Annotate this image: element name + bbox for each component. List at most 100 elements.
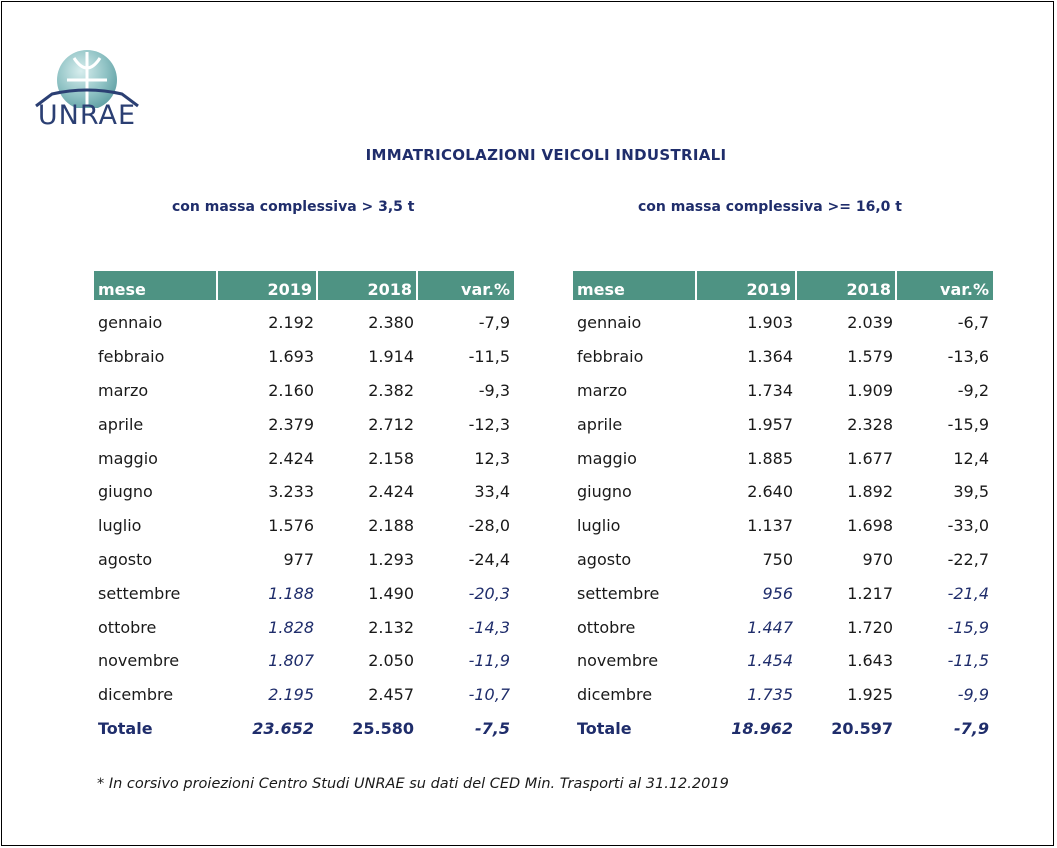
cell-2018: 1.643 [847, 651, 893, 671]
table-row: luglio 1.137 1.698 -33,0 [573, 509, 993, 543]
cell-2018: 1.490 [368, 583, 414, 603]
cell-2019: 1.735 [747, 685, 793, 705]
cell-2019: 2.195 [268, 685, 314, 705]
cell-2018: 2.380 [368, 313, 414, 333]
cell-mese: ottobre [577, 617, 636, 637]
cell-mese: aprile [98, 414, 144, 434]
cell-2019: 2.192 [268, 313, 314, 333]
table-row: febbraio 1.693 1.914 -11,5 [94, 340, 514, 374]
cell-2019: 2.160 [268, 380, 314, 400]
header-2018: 2018 [797, 271, 897, 300]
cell-var: -12,3 [468, 414, 510, 434]
cell-mese: giugno [98, 482, 153, 502]
right-subtitle: con massa complessiva >= 16,0 t [638, 199, 902, 215]
cell-mese: settembre [98, 583, 181, 603]
cell-2018: 970 [862, 549, 893, 569]
cell-2019: 1.576 [268, 516, 314, 536]
cell-mese: marzo [577, 380, 628, 400]
header-mese: mese [94, 271, 218, 300]
cell-var: 33,4 [474, 482, 510, 502]
cell-mese: febbraio [577, 347, 644, 367]
cell-2019: 2.424 [268, 448, 314, 468]
table-row: febbraio 1.364 1.579 -13,6 [573, 340, 993, 374]
cell-2018: 2.328 [847, 414, 893, 434]
cell-mese: agosto [98, 549, 153, 569]
cell-2018: 2.457 [368, 685, 414, 705]
table-row: gennaio 1.903 2.039 -6,7 [573, 300, 993, 340]
total-label: Totale [98, 718, 153, 738]
right-table-body: gennaio 1.903 2.039 -6,7 febbraio 1.364 1.579 -… [573, 300, 993, 745]
cell-2019: 1.903 [747, 313, 793, 333]
cell-2018: 1.217 [847, 583, 893, 603]
cell-2018: 2.158 [368, 448, 414, 468]
cell-2018: 1.925 [847, 685, 893, 705]
cell-mese: aprile [577, 414, 623, 434]
cell-2019: 1.957 [747, 414, 793, 434]
cell-var: -9,2 [957, 380, 989, 400]
cell-2019: 1.364 [747, 347, 793, 367]
cell-mese: ottobre [98, 617, 157, 637]
header-2018: 2018 [318, 271, 418, 300]
cell-var: -11,5 [947, 651, 989, 671]
cell-2019: 1.693 [268, 347, 314, 367]
cell-var: -28,0 [468, 516, 510, 536]
table-row: giugno 2.640 1.892 39,5 [573, 475, 993, 509]
cell-2018: 2.424 [368, 482, 414, 502]
cell-var: -6,7 [957, 313, 989, 333]
table-row: novembre 1.454 1.643 -11,5 [573, 644, 993, 678]
table-row: aprile 1.957 2.328 -15,9 [573, 407, 993, 441]
table-row: marzo 1.734 1.909 -9,2 [573, 374, 993, 408]
table-row: maggio 1.885 1.677 12,4 [573, 441, 993, 475]
table-row: agosto 750 970 -22,7 [573, 543, 993, 577]
cell-2019: 750 [762, 549, 793, 569]
cell-2019: 1.137 [747, 516, 793, 536]
table-row: gennaio 2.192 2.380 -7,9 [94, 300, 514, 340]
total-2019: 18.962 [731, 718, 793, 738]
table-row: marzo 2.160 2.382 -9,3 [94, 374, 514, 408]
cell-2019: 1.807 [268, 651, 314, 671]
cell-2018: 1.293 [368, 549, 414, 569]
cell-2019: 1.885 [747, 448, 793, 468]
unrae-logo: UNRAE [34, 48, 140, 132]
header-2019: 2019 [697, 271, 797, 300]
footnote: * In corsivo proiezioni Centro Studi UNR… [97, 776, 729, 792]
cell-2019: 2.640 [747, 482, 793, 502]
cell-2019: 1.828 [268, 617, 314, 637]
cell-2018: 2.382 [368, 380, 414, 400]
cell-var: -11,9 [468, 651, 510, 671]
table-row: dicembre 1.735 1.925 -9,9 [573, 678, 993, 712]
table-header-row: mese 2019 2018 var.% [573, 271, 993, 300]
total-2018: 20.597 [831, 718, 893, 738]
table-row: settembre 956 1.217 -21,4 [573, 576, 993, 610]
cell-2018: 2.188 [368, 516, 414, 536]
cell-2018: 1.892 [847, 482, 893, 502]
total-var: -7,9 [954, 718, 989, 738]
table-row: giugno 3.233 2.424 33,4 [94, 475, 514, 509]
cell-2019: 2.379 [268, 414, 314, 434]
cell-var: -15,9 [947, 617, 989, 637]
table-row: dicembre 2.195 2.457 -10,7 [94, 678, 514, 712]
table-row: novembre 1.807 2.050 -11,9 [94, 644, 514, 678]
cell-var: -22,7 [947, 549, 989, 569]
cell-var: 12,4 [953, 448, 989, 468]
cell-mese: settembre [577, 583, 660, 603]
cell-var: -9,9 [957, 685, 989, 705]
cell-mese: maggio [98, 448, 158, 468]
table-row: luglio 1.576 2.188 -28,0 [94, 509, 514, 543]
page-title: IMMATRICOLAZIONI VEICOLI INDUSTRIALI [365, 146, 727, 164]
left-table-body: gennaio 2.192 2.380 -7,9 febbraio 1.693 1.914 -… [94, 300, 514, 745]
total-var: -7,5 [475, 718, 510, 738]
header-var: var.% [418, 271, 514, 300]
cell-mese: marzo [98, 380, 149, 400]
cell-var: 12,3 [474, 448, 510, 468]
cell-mese: giugno [577, 482, 632, 502]
table-row: settembre 1.188 1.490 -20,3 [94, 576, 514, 610]
cell-2018: 1.914 [368, 347, 414, 367]
cell-mese: novembre [577, 651, 659, 671]
cell-mese: gennaio [98, 313, 163, 333]
total-row: Totale 18.962 20.597 -7,9 [573, 712, 993, 746]
cell-2018: 1.720 [847, 617, 893, 637]
table-row: ottobre 1.447 1.720 -15,9 [573, 610, 993, 644]
cell-mese: agosto [577, 549, 632, 569]
cell-2018: 2.039 [847, 313, 893, 333]
